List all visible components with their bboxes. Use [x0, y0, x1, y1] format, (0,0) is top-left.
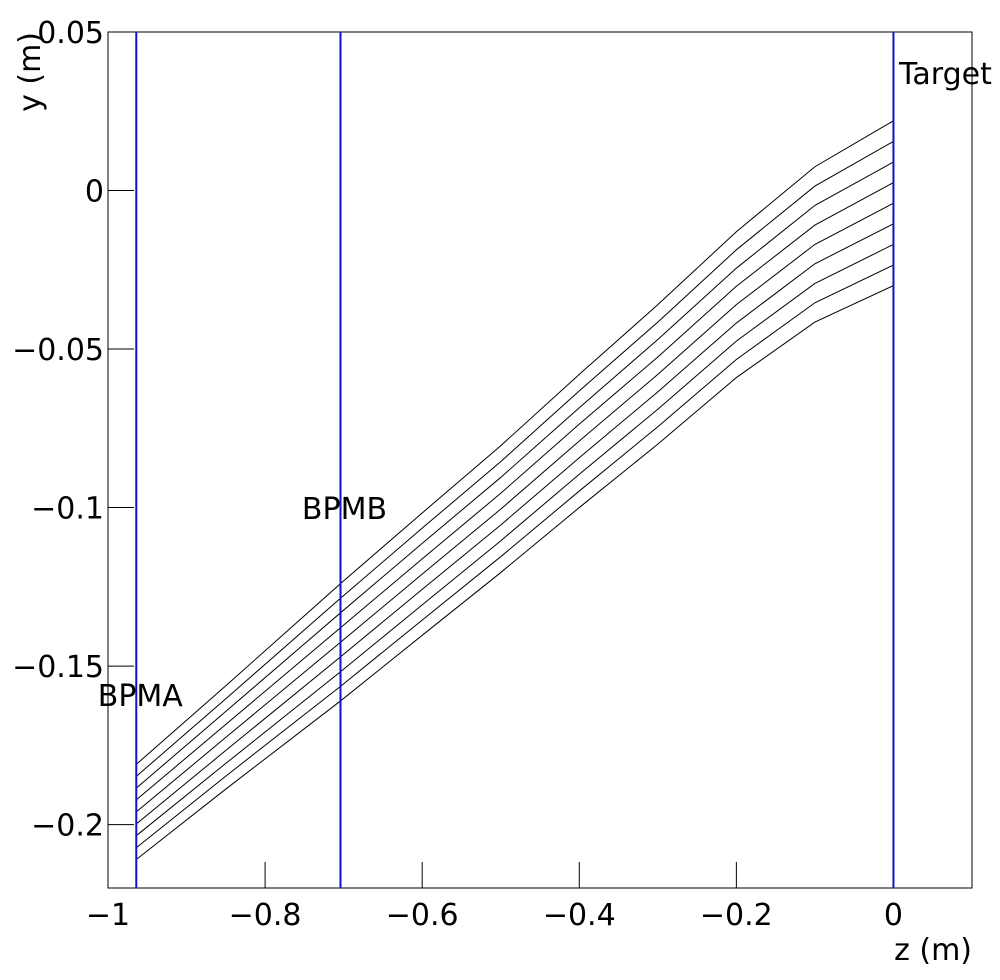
x-tick-label: −0.2 — [700, 898, 773, 933]
x-tick-label: −0.8 — [229, 898, 302, 933]
y-tick-label: 0 — [85, 175, 104, 210]
plot-frame — [107, 31, 973, 889]
marker-label: Target — [898, 57, 992, 92]
y-tick-label: −0.05 — [12, 333, 104, 368]
x-tick-label: 0 — [884, 898, 903, 933]
trajectory — [135, 264, 894, 849]
x-tick-label: −1 — [86, 898, 130, 933]
y-axis-label: y (m) — [13, 32, 48, 112]
x-axis-label: z (m) — [894, 933, 972, 968]
y-tick-label: 0.05 — [37, 16, 104, 51]
y-tick-label: −0.2 — [31, 809, 104, 844]
trajectory — [135, 223, 894, 825]
trajectory — [135, 182, 894, 801]
x-tick-label: −0.4 — [543, 898, 616, 933]
x-tick-label: −0.6 — [386, 898, 459, 933]
marker-label: BPMB — [302, 492, 387, 527]
y-tick-label: −0.1 — [31, 492, 104, 527]
trajectory — [135, 243, 894, 837]
trajectory — [135, 161, 894, 789]
y-tick-label: −0.15 — [12, 650, 104, 685]
trajectory — [135, 120, 894, 765]
marker-label: BPMA — [98, 679, 184, 714]
trajectory — [135, 285, 894, 860]
trajectory — [135, 140, 894, 777]
trajectory — [135, 202, 894, 813]
